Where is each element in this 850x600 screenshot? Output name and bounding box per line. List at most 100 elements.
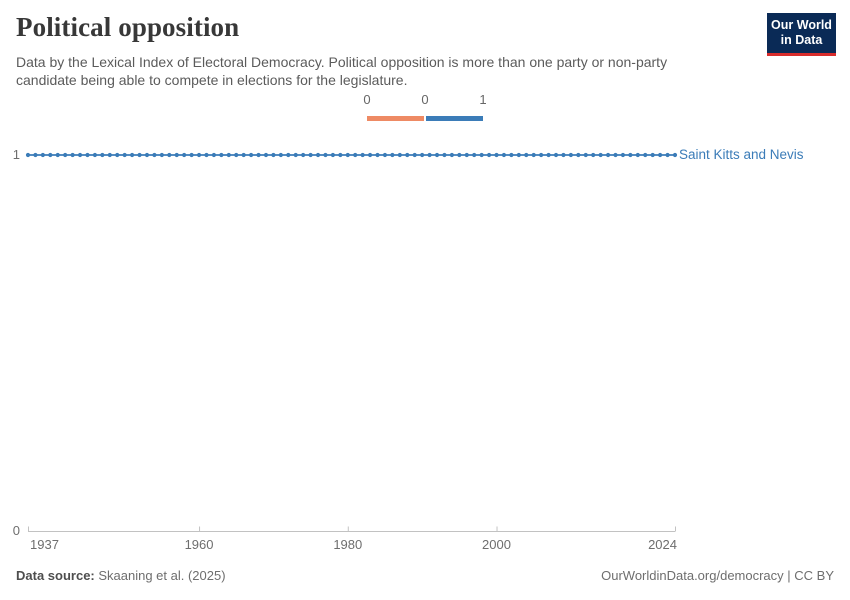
data-point [576, 152, 581, 158]
data-point [241, 152, 246, 158]
data-point [598, 152, 603, 158]
data-point [628, 152, 633, 158]
data-point [293, 152, 298, 158]
y-tick-label: 1 [12, 147, 20, 162]
data-point [85, 152, 90, 158]
chart-subtitle-line1: Data by the Lexical Index of Electoral D… [16, 54, 668, 70]
data-point [658, 152, 663, 158]
data-source-label: Data source: [16, 568, 95, 583]
data-point [286, 152, 291, 158]
legend-tick-2: 1 [479, 92, 487, 107]
legend-swatch-orange [367, 116, 424, 121]
data-point [301, 152, 306, 158]
data-point [643, 152, 648, 158]
data-point [249, 152, 254, 158]
data-point [189, 152, 194, 158]
data-point [256, 152, 261, 158]
owid-logo[interactable]: Our World in Data [767, 13, 836, 56]
data-point [390, 152, 395, 158]
data-point [271, 152, 276, 158]
data-point [397, 152, 402, 158]
data-point [107, 152, 112, 158]
data-point [308, 152, 313, 158]
data-point [405, 152, 410, 158]
data-point [92, 152, 98, 158]
data-point [226, 152, 231, 158]
chart-subtitle-line2: candidate being able to compete in elect… [16, 72, 408, 89]
data-point [449, 152, 454, 158]
x-tick-label: 2024 [648, 537, 677, 552]
data-point [70, 152, 75, 158]
data-point [263, 152, 269, 158]
data-source-value: Skaaning et al. (2025) [94, 568, 226, 583]
data-point [442, 152, 447, 158]
x-tick-label: 1937 [30, 537, 59, 552]
data-point [434, 152, 440, 158]
chart-footer: Data source: Skaaning et al. (2025) OurW… [0, 568, 850, 584]
data-point [412, 152, 417, 158]
data-point [122, 152, 127, 158]
data-point [494, 152, 499, 158]
data-point [672, 152, 678, 158]
data-point [77, 152, 83, 158]
data-point [152, 152, 157, 158]
data-point [360, 152, 365, 158]
data-point [55, 152, 60, 158]
data-source: Data source: Skaaning et al. (2025) [16, 568, 226, 584]
series-entity-label: Saint Kitts and Nevis [679, 147, 804, 162]
chart-subtitle: Data by the Lexical Index of Electoral D… [16, 53, 736, 89]
owid-logo-line1: Our World [771, 18, 832, 32]
page-title: Political opposition [16, 12, 240, 42]
data-point [137, 152, 142, 158]
data-point [605, 152, 611, 158]
data-point [382, 152, 388, 158]
data-point [167, 152, 172, 158]
data-point [196, 152, 202, 158]
owid-logo-line2: in Data [780, 33, 823, 48]
data-point [613, 152, 618, 158]
x-tick-label: 2000 [482, 537, 511, 552]
data-point [375, 152, 380, 158]
data-point [531, 152, 536, 158]
color-legend: 0 0 1 [363, 92, 487, 122]
data-point [159, 152, 164, 158]
x-tick-label: 1960 [184, 537, 214, 552]
data-point [479, 152, 484, 158]
data-point [486, 152, 492, 158]
data-point [583, 152, 588, 158]
data-point [568, 152, 573, 158]
data-point [323, 152, 328, 158]
data-point [620, 152, 626, 158]
data-point [63, 152, 68, 158]
owid-credit-link[interactable]: OurWorldinData.org/democracy | CC BY [601, 568, 834, 583]
data-point [546, 152, 551, 158]
data-point [501, 152, 507, 158]
data-point [219, 152, 224, 158]
data-point [524, 152, 529, 158]
data-point [100, 152, 105, 158]
data-point [650, 152, 655, 158]
data-point [182, 152, 187, 158]
data-point [234, 152, 239, 158]
x-tick-label: 1980 [333, 537, 363, 552]
data-point [315, 152, 321, 158]
data-point [278, 152, 283, 158]
y-tick-label: 0 [12, 523, 20, 538]
data-point [25, 152, 31, 158]
data-point [211, 152, 217, 158]
data-point [174, 152, 179, 158]
data-point [553, 152, 559, 158]
data-point [48, 152, 53, 158]
data-point [420, 152, 425, 158]
data-point [345, 152, 350, 158]
data-point [204, 152, 209, 158]
data-point [516, 152, 521, 158]
data-point [509, 152, 514, 158]
data-point [330, 152, 336, 158]
data-point [144, 152, 150, 158]
data-point [33, 152, 38, 158]
data-point [338, 152, 343, 158]
legend-tick-1: 0 [421, 92, 429, 107]
